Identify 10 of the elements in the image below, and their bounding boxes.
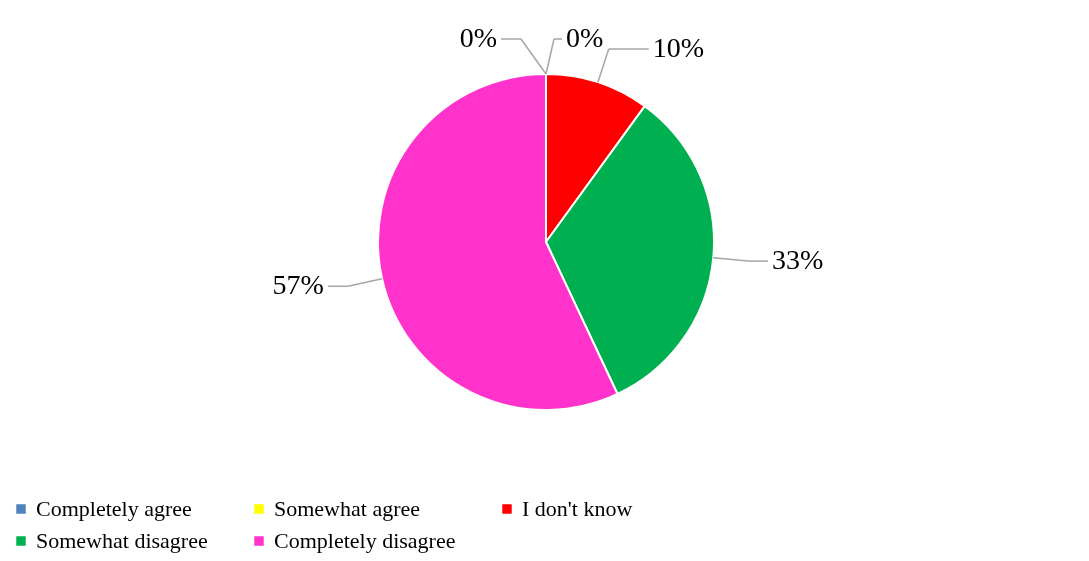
data-label: 10% <box>652 31 705 63</box>
legend-label: Somewhat disagree <box>36 528 208 553</box>
text: 0% <box>566 22 604 53</box>
legend-label: Completely disagree <box>274 528 456 553</box>
legend-label: Somewhat agree <box>274 496 420 521</box>
legend-label: I don't know <box>522 496 633 521</box>
legend-label: Completely agree <box>36 496 192 521</box>
text: 0% <box>459 22 497 53</box>
data-label: 57% <box>272 269 324 301</box>
data-label: 33% <box>772 244 824 276</box>
